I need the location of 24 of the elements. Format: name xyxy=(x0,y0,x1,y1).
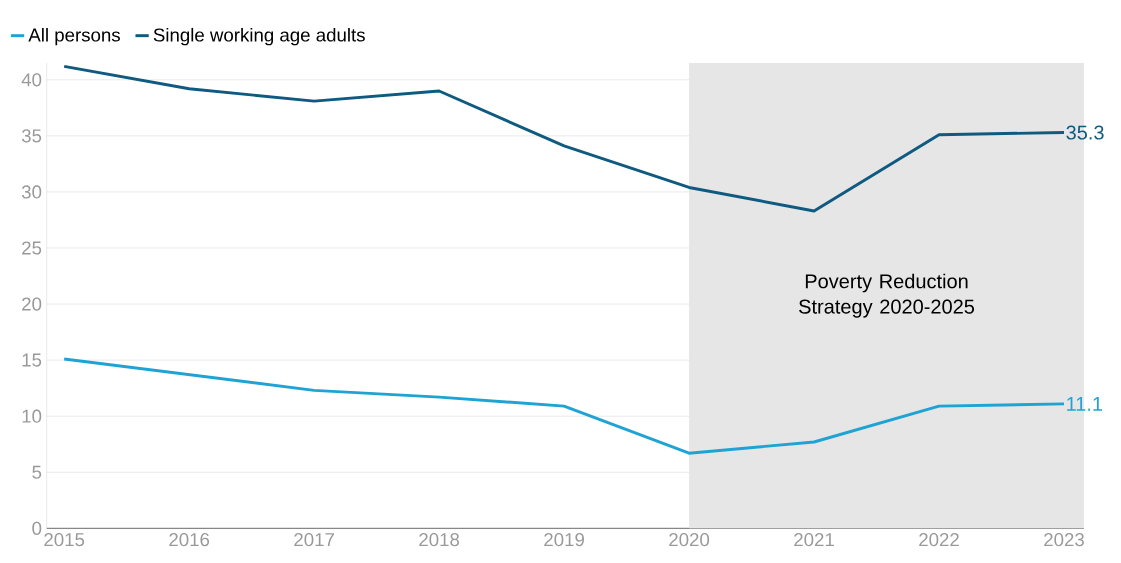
band-label: Poverty Reduction Strategy 2020-2025 xyxy=(799,273,975,318)
y-tick-label: 30 xyxy=(21,185,42,199)
data-label: 35.3 xyxy=(1066,125,1104,140)
y-tick-label: 35 xyxy=(21,129,42,143)
y-tick-label: 25 xyxy=(22,241,42,255)
y-tick-label: 40 xyxy=(21,73,42,87)
data-label: 11.1 xyxy=(1067,396,1103,411)
x-tick-label: 2022 xyxy=(919,533,959,547)
x-tick-label: 2017 xyxy=(294,533,334,547)
y-tick-label: 0 xyxy=(32,521,42,535)
x-tick-label: 2021 xyxy=(794,533,834,547)
x-tick-label: 2015 xyxy=(44,533,85,547)
x-tick-label: 2020 xyxy=(669,533,710,547)
legend-label: All persons xyxy=(28,27,120,46)
x-tick-label: 2016 xyxy=(169,533,210,547)
x-tick-label: 2019 xyxy=(544,533,584,547)
y-tick-label: 5 xyxy=(32,465,42,479)
x-tick-label: 2018 xyxy=(419,533,460,547)
y-tick-label: 15 xyxy=(22,353,42,367)
y-tick-label: 20 xyxy=(22,297,42,311)
line-series xyxy=(62,64,1066,213)
y-tick-label: 10 xyxy=(22,409,42,423)
x-tick-label: 2023 xyxy=(1044,533,1084,547)
legend-label: Single working age adults xyxy=(153,27,365,46)
